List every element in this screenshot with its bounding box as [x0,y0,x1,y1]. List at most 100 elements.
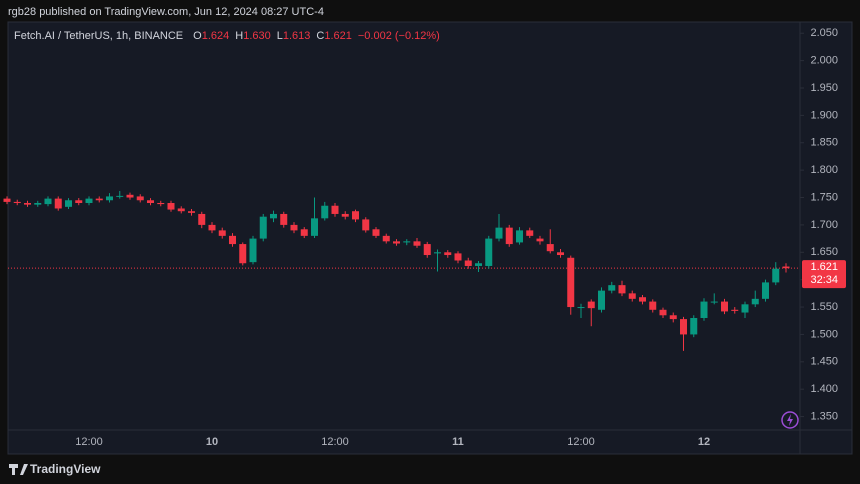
candle-body [546,244,554,252]
candle-body [434,252,441,254]
candle-body [34,202,42,205]
candle-body [598,290,605,310]
y-tick-label: 1.750 [810,191,838,203]
brand-name: TradingView [30,462,101,476]
candle-body [147,200,154,203]
candle-body [669,315,677,320]
candle-body [526,230,534,236]
candle-body [116,195,124,197]
change: −0.002 (−0.12%) [358,30,440,42]
candle-body [751,298,759,305]
candle-body [341,213,349,217]
candle-body [413,241,421,246]
candle-body [239,244,247,264]
candle-body [290,224,298,231]
y-tick-label: 1.500 [810,328,838,340]
y-tick-label: 1.700 [810,219,838,231]
candle-body [423,244,431,256]
candle-body [136,196,144,201]
candle-body [208,224,216,231]
y-tick-label: 1.550 [810,301,838,313]
candle-body [259,216,267,239]
candle-body [680,319,687,335]
candle-body [393,241,400,244]
candle-body [249,238,257,263]
x-tick-label: 12:00 [321,436,349,448]
candle-body [495,227,503,239]
candle-body [659,309,667,316]
candle-body [362,219,370,231]
y-tick-label: 1.650 [810,246,838,258]
y-tick-label: 1.900 [810,109,838,121]
x-tick-label: 12:00 [567,436,595,448]
candle-body [557,252,564,256]
price-badge [802,260,846,289]
x-tick-label: 11 [452,436,464,448]
candle-body [475,263,482,266]
candle-body [126,194,134,198]
candle-body [690,318,698,335]
candle-body [608,285,616,291]
candle-body [782,266,790,269]
candle-body [352,211,359,220]
candle-body [167,202,175,210]
candle-body [536,238,544,242]
y-tick-label: 1.850 [810,137,838,149]
candle-body [628,293,636,299]
ohlc-key: L [277,30,283,42]
candle-body [229,235,236,245]
candle-body [587,301,595,309]
candle-body [280,213,288,225]
ohlc-value: 1.621 [324,30,352,42]
x-tick-label: 12:00 [75,436,103,448]
candle-body [741,304,749,313]
symbol: Fetch.AI / TetherUS, 1h, BINANCE [14,30,183,42]
ohlc-value: 1.624 [202,30,230,42]
y-tick-label: 2.000 [810,55,838,67]
ohlc-key: H [235,30,243,42]
countdown: 32:34 [810,274,838,286]
published-note: rgb28 published on TradingView.com, Jun … [8,6,324,18]
ohlc-key: C [316,30,324,42]
candle-body [444,252,452,256]
candle-body [24,202,31,205]
candle-body [157,202,165,205]
candle-body [54,198,62,209]
candle-body [700,301,708,319]
candle-body [505,227,513,245]
candle-body [218,230,226,236]
ohlc-key: O [193,30,202,42]
candle-body [95,198,103,201]
candle-body [772,268,780,283]
chart-frame [7,21,853,455]
candle-body [372,229,380,236]
candle-body [106,196,113,201]
x-tick-label: 10 [206,436,218,448]
candle-body [300,229,308,236]
y-tick-label: 1.800 [810,164,838,176]
candle-body [731,309,739,311]
candle-body [177,208,185,212]
candle-body [198,213,206,225]
ohlc-value: 1.613 [283,30,311,42]
candle-body [516,230,523,243]
candle-body [649,301,657,310]
candle-body [403,241,411,243]
price-badge-label: 1.621 [810,261,838,273]
y-tick-label: 2.050 [810,27,838,39]
y-tick-label: 1.450 [810,356,838,368]
brand-logo: TradingView [9,462,101,476]
symbol-header: Fetch.AI / TetherUS, 1h, BINANCE O1.624 H1… [14,30,440,42]
ohlc-value: 1.630 [243,30,271,42]
candle-body [75,200,83,203]
candle-body [3,198,11,202]
y-tick-label: 1.350 [810,410,838,422]
candle-body [85,198,93,203]
candle-body [270,213,277,219]
candle-body [710,301,718,303]
lightning-icon[interactable] [781,411,799,429]
candle-body [577,307,585,309]
candle-body [65,200,72,207]
